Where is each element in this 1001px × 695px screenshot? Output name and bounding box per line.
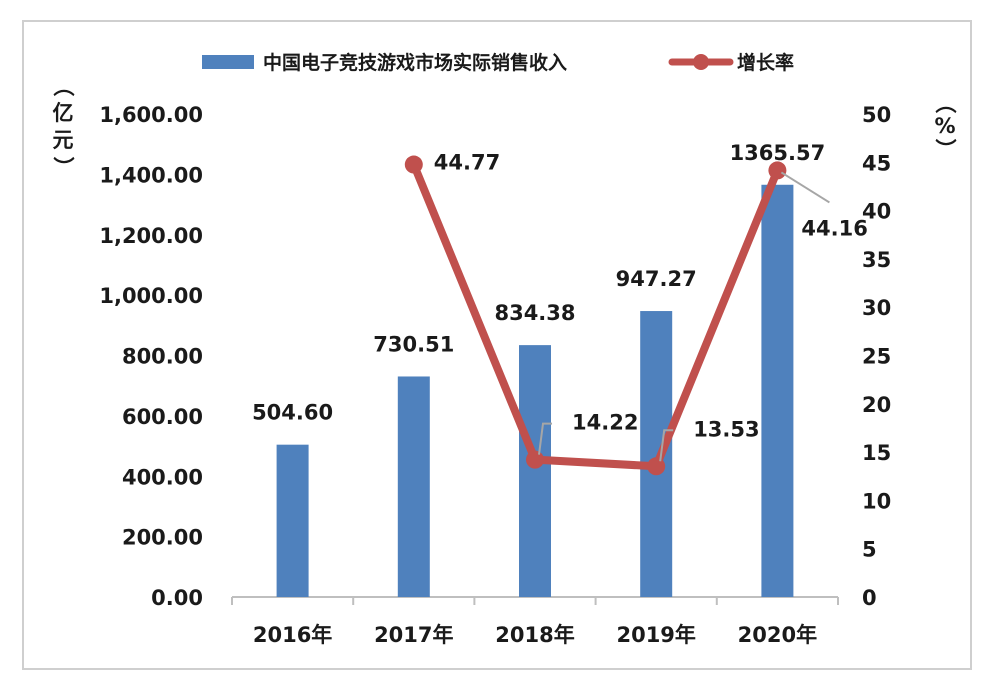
y-right-tick-label: 10 bbox=[862, 489, 891, 513]
y-left-tick-label: 200.00 bbox=[122, 526, 203, 550]
growth-data-label: 44.77 bbox=[434, 151, 500, 175]
bar bbox=[397, 376, 430, 597]
y-left-tick-label: 0.00 bbox=[151, 586, 203, 610]
growth-point bbox=[647, 457, 666, 476]
growth-label-leader bbox=[659, 429, 674, 462]
y-left-tick-label: 1,600.00 bbox=[99, 103, 203, 127]
growth-line bbox=[409, 160, 782, 471]
growth-data-label: 13.53 bbox=[693, 417, 759, 441]
unit-label-char: （ bbox=[51, 76, 75, 97]
x-tick-label: 2020年 bbox=[738, 623, 817, 647]
bar-data-labels: 504.60 730.51 834.38 947.27 1365.57 bbox=[252, 141, 825, 425]
bar-data-label: 730.51 bbox=[373, 332, 454, 356]
growth-point bbox=[768, 161, 787, 180]
unit-label-char: % bbox=[934, 114, 955, 138]
bar-data-label: 504.60 bbox=[252, 401, 333, 425]
y-left-tick-label: 1,400.00 bbox=[99, 163, 203, 187]
unit-label-char: （ bbox=[933, 93, 957, 114]
y-right-tick-label: 15 bbox=[862, 441, 891, 465]
x-axis: 2016年 2017年 2018年 2019年 2020年 bbox=[231, 596, 839, 647]
legend-line-label: 增长率 bbox=[737, 51, 794, 74]
y-left-tick-label: 400.00 bbox=[122, 465, 203, 489]
x-tick-label: 2019年 bbox=[616, 623, 695, 647]
bar bbox=[640, 311, 673, 597]
unit-label-char: ） bbox=[933, 139, 957, 160]
y-right-tick-label: 20 bbox=[862, 393, 891, 417]
x-tick-label: 2016年 bbox=[253, 623, 332, 647]
y-right-tick-label: 40 bbox=[862, 200, 891, 224]
x-tick-label: 2017年 bbox=[374, 623, 453, 647]
x-tick-label: 2018年 bbox=[495, 623, 574, 647]
y-left-ticks: 0.00 200.00 400.00 600.00 800.00 1,000.00 1,20… bbox=[99, 103, 203, 610]
growth-data-label: 14.22 bbox=[572, 411, 638, 435]
y-right-tick-label: 5 bbox=[862, 538, 877, 562]
growth-data-label: 44.16 bbox=[801, 216, 867, 240]
y-left-tick-label: 800.00 bbox=[122, 345, 203, 369]
growth-data-labels: 44.77 14.22 13.53 44.16 bbox=[434, 151, 868, 462]
legend: 中国电子竞技游戏市场实际销售收入 增长率 bbox=[202, 51, 794, 74]
bar bbox=[519, 345, 551, 597]
y-right-tick-label: 45 bbox=[862, 151, 891, 175]
y-right-tick-label: 25 bbox=[862, 345, 891, 369]
bar-data-label: 1365.57 bbox=[730, 141, 826, 165]
unit-label-char: 亿 bbox=[53, 101, 74, 125]
bar-data-label: 947.27 bbox=[616, 267, 697, 291]
growth-point bbox=[404, 155, 423, 174]
bar-data-label: 834.38 bbox=[494, 301, 575, 325]
growth-label-leader bbox=[538, 422, 552, 455]
bar bbox=[276, 444, 309, 597]
bar bbox=[761, 184, 794, 597]
y-right-tick-label: 50 bbox=[862, 103, 891, 127]
unit-label-char: 元 bbox=[53, 128, 74, 152]
legend-line-marker bbox=[693, 54, 709, 70]
y-left-tick-label: 600.00 bbox=[122, 405, 203, 429]
growth-line-series bbox=[404, 155, 787, 476]
y-right-tick-label: 0 bbox=[862, 586, 877, 610]
y-left-tick-label: 1,000.00 bbox=[99, 284, 203, 308]
growth-point bbox=[526, 450, 544, 469]
legend-bar-label: 中国电子竞技游戏市场实际销售收入 bbox=[263, 51, 567, 74]
y-left-tick-label: 1,200.00 bbox=[99, 224, 203, 248]
y-right-unit-label: （%） bbox=[933, 93, 957, 160]
y-right-ticks: 0 5 10 15 20 25 30 35 40 45 50 bbox=[862, 103, 891, 610]
y-right-tick-label: 35 bbox=[862, 248, 891, 272]
unit-label-char: ） bbox=[51, 157, 75, 178]
growth-label-leader bbox=[780, 171, 830, 204]
y-right-tick-label: 30 bbox=[862, 296, 891, 320]
chart-frame bbox=[22, 20, 972, 670]
legend-bar-swatch bbox=[202, 55, 254, 69]
y-left-unit-label: （ 亿元 ） bbox=[51, 76, 75, 178]
bar-series bbox=[276, 184, 794, 597]
